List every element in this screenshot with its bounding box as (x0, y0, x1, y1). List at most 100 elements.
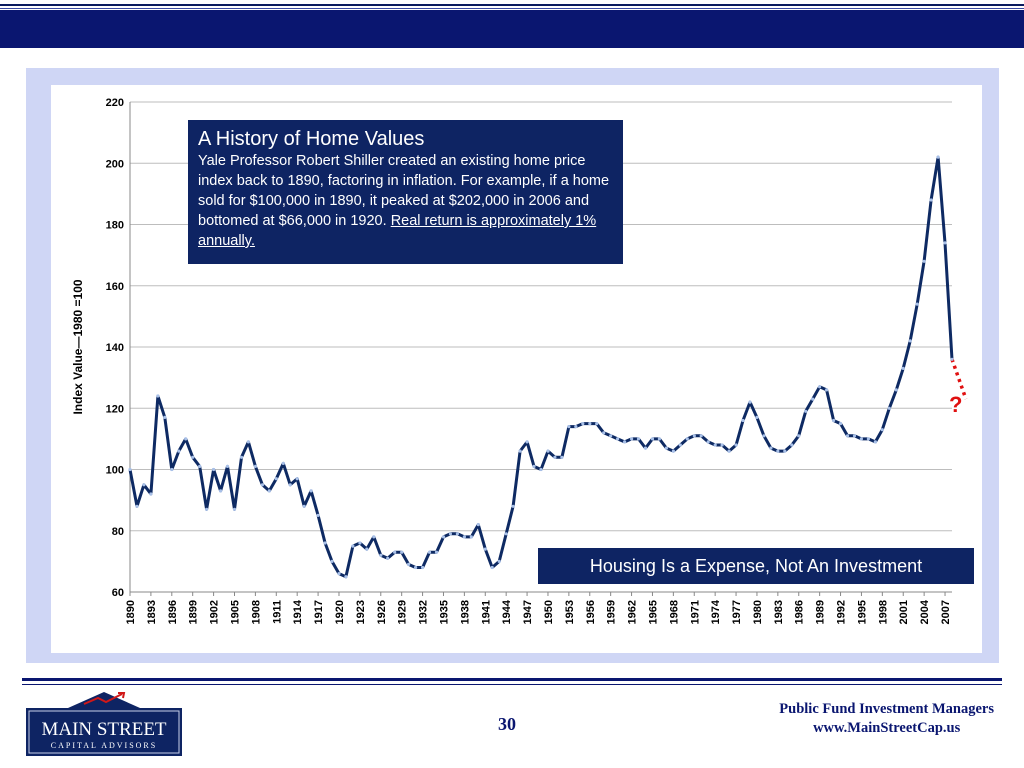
data-point (776, 449, 780, 453)
data-point (239, 455, 244, 459)
x-tick-label: 1986 (794, 600, 806, 624)
data-point (929, 198, 933, 202)
data-point (783, 449, 787, 453)
data-point (483, 547, 487, 551)
data-point (323, 541, 327, 545)
real-return-link[interactable]: Real return is approximately 1% annually… (198, 213, 597, 249)
data-point (490, 565, 494, 570)
x-tick-label: 1959 (606, 600, 618, 624)
data-point (748, 400, 752, 404)
data-point (504, 532, 508, 536)
data-point (866, 437, 871, 441)
data-point (734, 443, 738, 447)
data-point (469, 535, 473, 539)
data-point (414, 565, 418, 570)
data-point (950, 357, 954, 361)
data-point (518, 449, 522, 453)
data-point (434, 550, 439, 554)
x-tick-label: 1914 (292, 599, 304, 624)
x-tick-label: 1920 (334, 600, 346, 624)
x-tick-label: 1941 (480, 600, 492, 624)
x-tick-label: 1899 (188, 600, 200, 624)
y-tick-label: 100 (106, 465, 124, 477)
data-point (873, 440, 878, 444)
data-point (386, 556, 390, 560)
data-point (198, 464, 202, 468)
data-point (142, 483, 146, 487)
y-tick-label: 80 (112, 526, 124, 538)
data-point (191, 455, 195, 459)
data-point (163, 415, 167, 419)
data-point (804, 409, 808, 413)
data-point (657, 437, 662, 441)
data-point (267, 489, 271, 493)
data-point (560, 455, 564, 459)
data-point (797, 434, 801, 438)
data-point (838, 422, 843, 426)
data-point (852, 434, 857, 438)
footer-company: Public Fund Investment Managers www.Main… (779, 700, 994, 738)
x-tick-label: 1998 (877, 600, 889, 624)
data-point (818, 385, 822, 389)
data-point (699, 434, 703, 438)
x-tick-label: 1893 (146, 600, 158, 624)
data-point (546, 449, 550, 453)
data-point (706, 440, 710, 444)
data-point (539, 467, 543, 472)
data-point (845, 434, 850, 438)
footer-website[interactable]: www.MainStreetCap.us (813, 720, 961, 736)
data-point (762, 434, 766, 438)
x-tick-label: 1905 (229, 600, 241, 624)
page-number: 30 (498, 714, 516, 734)
data-point (128, 467, 132, 472)
logo-sub-text: CAPITAL ADVISORS (51, 741, 157, 750)
data-point (915, 302, 919, 306)
data-point (727, 449, 731, 453)
y-tick-label: 120 (106, 403, 124, 415)
data-point (295, 477, 299, 481)
data-point (274, 477, 278, 481)
data-point (825, 388, 829, 392)
history-body: Yale Professor Robert Shiller created an… (198, 153, 610, 229)
data-point (894, 388, 898, 392)
data-point (253, 464, 257, 468)
x-tick-label: 1917 (313, 600, 325, 624)
data-point (588, 422, 592, 426)
data-point (421, 565, 425, 570)
data-point (232, 507, 237, 511)
x-tick-label: 2007 (940, 600, 952, 624)
data-point (553, 455, 557, 459)
data-point (225, 464, 230, 468)
data-point (678, 443, 682, 447)
x-tick-label: 1980 (752, 600, 764, 624)
data-point (260, 483, 264, 487)
data-point (511, 504, 515, 508)
data-point (351, 544, 355, 548)
logo-main-text: MAIN STREET (41, 719, 166, 740)
data-point (880, 428, 884, 432)
data-point (692, 434, 696, 438)
data-point (212, 467, 216, 472)
data-point (427, 550, 432, 554)
x-tick-label: 1944 (501, 599, 513, 624)
data-point (602, 431, 606, 435)
data-point (281, 461, 285, 465)
x-tick-label: 1956 (585, 600, 597, 624)
header-band (0, 0, 1024, 52)
data-point (205, 507, 209, 511)
y-tick-label: 200 (106, 158, 124, 170)
data-point (448, 532, 452, 536)
data-point (741, 418, 745, 423)
header-bar (0, 10, 1024, 48)
data-point (636, 437, 641, 441)
data-point (790, 443, 794, 447)
data-point (476, 523, 480, 527)
data-point (525, 440, 529, 444)
data-point (671, 449, 676, 453)
x-tick-label: 1935 (438, 600, 450, 624)
header-rule (0, 4, 1024, 6)
data-point (344, 575, 348, 579)
header-rule-thin (0, 8, 1024, 9)
data-point (567, 425, 571, 429)
x-tick-label: 1992 (836, 600, 848, 624)
